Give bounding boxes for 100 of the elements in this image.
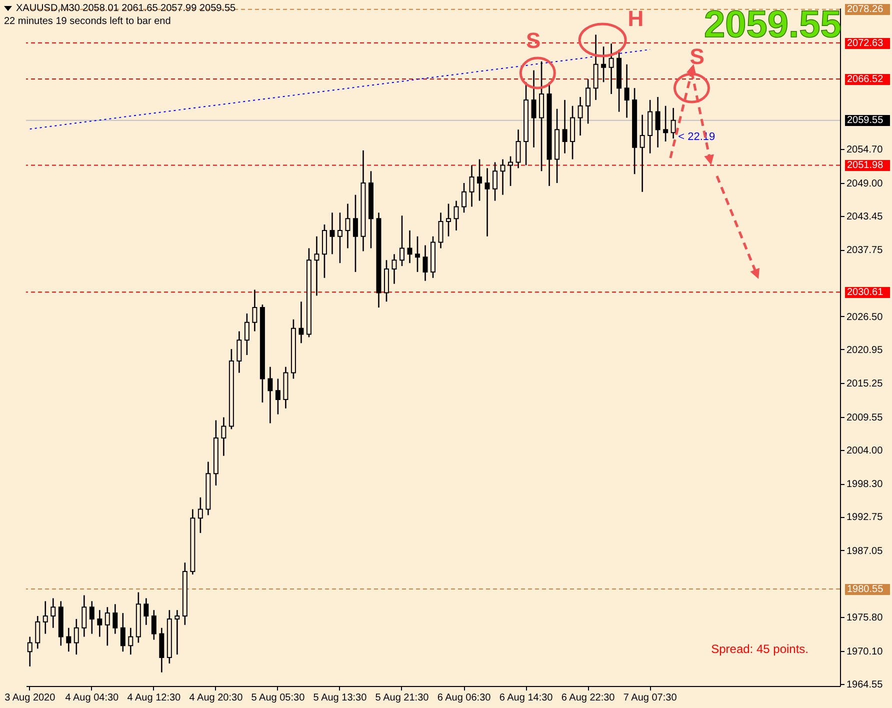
y-tick-label: 2009.55: [846, 412, 884, 424]
candlestick: [128, 627, 134, 656]
candlestick: [500, 158, 506, 196]
candlestick: [484, 168, 490, 238]
ref-line-label: 2030.61: [845, 287, 890, 298]
candlestick: [27, 636, 32, 668]
candlestick: [508, 156, 514, 187]
candlestick: [66, 627, 72, 652]
candlestick: [648, 99, 653, 154]
candlestick: [120, 612, 126, 652]
candlestick: [314, 236, 320, 296]
x-tick-label: 5 Aug 05:30: [251, 692, 306, 704]
ref-line-label: 2072.63: [845, 38, 890, 49]
candlestick: [399, 214, 404, 267]
y-tick-label: 1964.55: [846, 679, 884, 690]
candlestick: [112, 603, 118, 634]
annotation: H: [628, 6, 644, 32]
x-tick-label: 4 Aug 12:30: [127, 692, 182, 704]
candlestick: [275, 378, 280, 415]
x-tick-label: 4 Aug 20:30: [189, 692, 244, 704]
chart-title: XAUUSD,M30 2058.01 2061.65 2057.99 2059.55: [16, 3, 236, 14]
candlestick: [663, 105, 668, 142]
annotation: S: [526, 28, 541, 54]
candlestick: [655, 96, 660, 148]
y-tick-label: 2026.50: [846, 312, 884, 323]
annotation: S: [690, 44, 704, 70]
candlestick: [104, 606, 110, 646]
candlestick: [624, 64, 630, 118]
candlestick: [422, 244, 428, 282]
candlestick: [640, 114, 645, 193]
candlestick: [516, 128, 521, 169]
candlestick: [97, 609, 102, 638]
y-tick-label: 2043.45: [846, 211, 884, 222]
candlestick: [198, 496, 203, 534]
y-tick-label: 2015.25: [846, 378, 884, 390]
candlestick: [322, 224, 327, 279]
candlestick: [42, 600, 48, 634]
ref-line-label: 2066.52: [845, 74, 890, 86]
x-tick-label: 4 Aug 04:30: [65, 692, 120, 704]
candlestick: [252, 289, 258, 332]
candlestick: [586, 78, 591, 124]
y-tick-label: 2020.95: [846, 344, 884, 356]
candlestick: [337, 212, 342, 264]
y-tick-label: 2049.00: [846, 178, 884, 190]
candlestick: [89, 600, 94, 634]
candlestick: [469, 164, 474, 208]
x-tick-label: 6 Aug 14:30: [499, 692, 554, 704]
candlestick: [392, 254, 397, 284]
y-tick-label: 1975.80: [846, 612, 884, 624]
y-tick-label: 2037.75: [846, 245, 884, 256]
x-tick-label: 5 Aug 13:30: [313, 692, 368, 704]
candlestick: [345, 203, 350, 249]
candlestick: [539, 60, 544, 172]
candlestick: [593, 34, 598, 101]
y-tick-label: 1970.10: [846, 646, 884, 658]
candlestick: [492, 162, 498, 202]
candlestick: [414, 236, 420, 273]
y-tick-label: 1998.30: [846, 479, 884, 490]
candlestick: [407, 230, 412, 264]
candlestick: [174, 609, 180, 656]
candlestick: [144, 598, 149, 626]
candlestick: [236, 330, 242, 374]
text: 22 minutes 19 seconds left to bar end: [4, 16, 171, 27]
candlestick: [352, 194, 358, 273]
candlestick: [531, 70, 536, 148]
candlestick: [477, 158, 482, 202]
x-tick-label: 6 Aug 22:30: [561, 692, 616, 704]
candlestick: [446, 203, 452, 238]
ref-line-label: 2078.26: [845, 4, 890, 16]
ref-line-label: 2051.98: [845, 160, 890, 172]
candlestick: [462, 182, 467, 214]
x-tick-label: 6 Aug 06:30: [437, 692, 492, 704]
candlestick: [601, 46, 606, 83]
candlestick: [670, 107, 676, 140]
ref-line-label: 2059.55: [845, 115, 890, 126]
candlestick: [74, 618, 79, 656]
candlestick: [50, 598, 56, 629]
candlestick: [159, 627, 164, 674]
candlestick: [384, 259, 389, 302]
candlestick: [330, 212, 335, 255]
candlestick: [438, 212, 444, 249]
candlestick: [570, 105, 576, 160]
y-tick-label: 2004.00: [846, 445, 884, 456]
candlestick: [244, 312, 250, 356]
y-tick-label: 2054.70: [846, 144, 884, 156]
y-tick-label: 1992.75: [846, 512, 884, 524]
candlestick: [82, 594, 87, 638]
candlestick: [608, 42, 614, 95]
candlestick: [298, 300, 304, 344]
candlestick: [578, 96, 583, 136]
x-tick-label: 3 Aug 2020: [4, 692, 56, 704]
annotation: Spread: 45 points.: [711, 642, 809, 656]
candlestick: [268, 366, 273, 424]
candlestick: [221, 416, 226, 456]
candlestick: [562, 99, 568, 154]
candlestick: [454, 200, 459, 232]
x-tick-label: 7 Aug 07:30: [623, 692, 678, 704]
y-tick-label: 1987.05: [846, 546, 884, 557]
x-tick-label: 5 Aug 21:30: [375, 692, 430, 704]
candlestick: [35, 615, 40, 650]
